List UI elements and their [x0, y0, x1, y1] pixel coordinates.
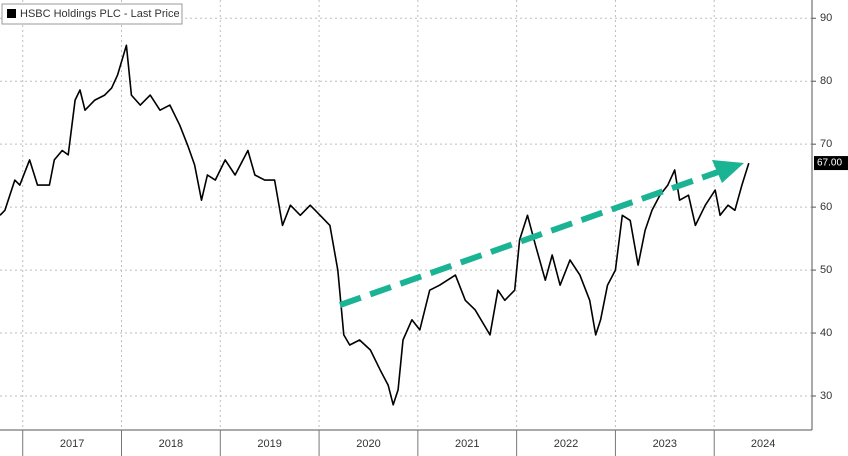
- x-tick-label: 2017: [60, 438, 84, 450]
- trend-arrow-head: [712, 160, 744, 183]
- y-tick-label: 30: [820, 390, 832, 402]
- y-tick-label: 60: [820, 201, 832, 213]
- trend-arrow: [339, 160, 744, 308]
- y-tick-label: 70: [820, 138, 832, 150]
- x-tick-label: 2021: [455, 438, 479, 450]
- price-line: [0, 44, 750, 406]
- y-tick-label: 90: [820, 12, 832, 24]
- x-tick-label: 2024: [751, 438, 775, 450]
- x-tick-label: 2020: [356, 438, 380, 450]
- y-tick-label: 80: [820, 75, 832, 87]
- x-tick-label: 2018: [159, 438, 183, 450]
- x-tick-label: 2022: [554, 438, 578, 450]
- x-tick-label: 2019: [257, 438, 281, 450]
- x-tick-label: 2023: [653, 438, 677, 450]
- y-tick-label: 40: [820, 327, 832, 339]
- legend-box: [1, 3, 183, 25]
- last-value-box: [814, 156, 848, 171]
- y-tick-label: 50: [820, 264, 832, 276]
- legend-swatch: [7, 9, 16, 18]
- grid: [0, 0, 812, 430]
- legend-label: HSBC Holdings PLC - Last Price: [20, 8, 180, 20]
- legend: HSBC Holdings PLC - Last Price: [1, 3, 183, 25]
- last-value-label: 67.00: [817, 158, 842, 169]
- plot: [0, 44, 750, 406]
- trend-arrow-line: [339, 169, 719, 308]
